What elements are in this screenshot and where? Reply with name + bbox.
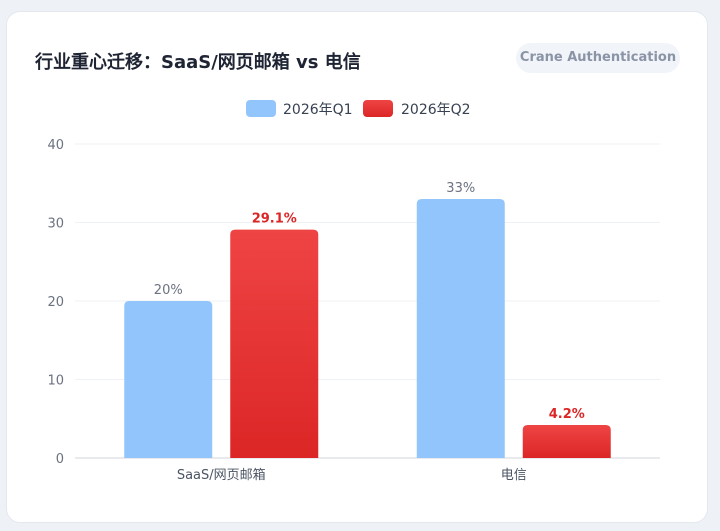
y-tick-label: 30 <box>47 217 64 232</box>
company-badge: Crane Authentication <box>516 43 680 73</box>
legend-label-q2[interactable]: 2026年Q2 <box>401 102 471 118</box>
x-category-label: SaaS/网页邮箱 <box>177 467 266 483</box>
bar-q1-0[interactable] <box>124 301 213 458</box>
legend-swatch-q2[interactable] <box>363 100 393 117</box>
data-label: 20% <box>154 283 183 298</box>
bar-q2-0[interactable] <box>230 229 319 458</box>
legend-label-q1[interactable]: 2026年Q1 <box>283 102 353 118</box>
bar-q2-1[interactable] <box>522 425 611 458</box>
data-label: 29.1% <box>252 212 297 227</box>
bar-q1-1[interactable] <box>416 198 505 458</box>
legend-swatch-q1[interactable] <box>246 100 276 117</box>
chart-card: 行业重心迁移：SaaS/网页邮箱 vs 电信 Crane Authenticat… <box>6 11 708 523</box>
data-label: 4.2% <box>549 407 585 422</box>
data-label: 33% <box>446 181 475 196</box>
y-tick-label: 40 <box>47 138 64 153</box>
x-category-label: 电信 <box>501 468 527 483</box>
y-tick-label: 20 <box>47 295 64 310</box>
y-tick-label: 0 <box>56 452 64 467</box>
chart-title: 行业重心迁移：SaaS/网页邮箱 vs 电信 <box>35 52 361 73</box>
y-tick-label: 10 <box>47 374 64 389</box>
